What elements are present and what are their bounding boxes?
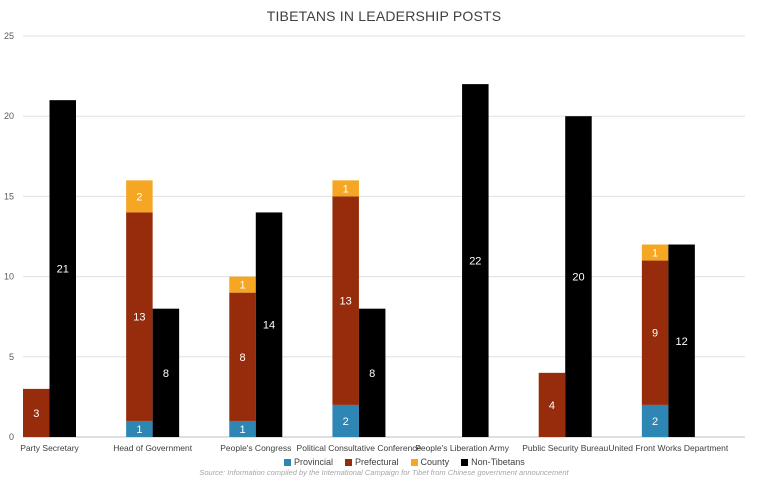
data-label: 22 — [469, 256, 481, 268]
legend-swatch-prefectural — [345, 458, 353, 466]
x-category-label: Party Secretary — [20, 443, 79, 453]
y-tick-label: 10 — [4, 272, 14, 282]
data-label: 2 — [343, 416, 349, 428]
legend-swatch-provincial — [284, 458, 291, 466]
bar-county — [641, 244, 669, 261]
legend-item-prefectural: Prefectural — [345, 457, 399, 467]
legend-item-non-tibetans: Non-Tibetans — [461, 457, 525, 467]
data-label: 9 — [652, 328, 658, 340]
bar-county — [229, 276, 256, 293]
bar-provincial — [332, 404, 359, 437]
x-category-label: People's Congress — [220, 443, 291, 453]
bar-prefectural — [229, 292, 256, 421]
data-label: 1 — [136, 424, 142, 436]
data-label: 8 — [239, 352, 245, 364]
bar-non-tibetans — [358, 308, 386, 437]
bar-non-tibetans — [49, 100, 76, 437]
legend-swatch-non-tibetans — [461, 458, 469, 466]
x-category-label: United Front Works Department — [608, 443, 728, 453]
legend-label-prefectural: Prefectural — [355, 457, 399, 467]
data-label: 3 — [33, 408, 39, 420]
bar-prefectural — [126, 212, 153, 421]
x-category-label: Political Consultative Conference — [297, 443, 422, 453]
bar-provincial — [126, 420, 153, 437]
bar-prefectural — [641, 260, 669, 405]
legend-swatch-county — [410, 458, 418, 466]
legend: Provincial Prefectural County Non-Tibeta… — [284, 457, 525, 467]
y-tick-label: 5 — [9, 352, 14, 362]
y-tick-label: 0 — [9, 432, 14, 442]
data-label: 4 — [549, 400, 555, 412]
bar-county — [332, 180, 359, 197]
x-category-label: People's Liberation Army — [415, 443, 510, 453]
data-label: 2 — [136, 191, 142, 203]
bar-prefectural — [23, 388, 50, 437]
y-tick-label: 25 — [4, 31, 14, 41]
data-label: 1 — [239, 424, 245, 436]
x-category-label: Public Security Bureau — [522, 443, 608, 453]
data-label: 13 — [340, 296, 352, 308]
y-tick-label: 20 — [4, 111, 14, 121]
bar-non-tibetans — [462, 84, 489, 438]
data-label: 12 — [675, 336, 687, 348]
legend-label-provincial: Provincial — [294, 457, 334, 467]
bars-layer — [23, 84, 695, 438]
data-label: 14 — [263, 320, 275, 332]
data-label: 1 — [343, 183, 349, 195]
data-label: 21 — [57, 264, 69, 276]
bar-provincial — [641, 404, 669, 437]
legend-item-provincial: Provincial — [284, 457, 333, 467]
bar-non-tibetans — [255, 212, 283, 437]
bar-provincial — [229, 420, 256, 437]
data-label: 2 — [652, 416, 658, 428]
legend-item-county: County — [410, 457, 450, 467]
bar-non-tibetans — [668, 244, 695, 437]
data-label: 1 — [652, 248, 658, 260]
y-tick-label: 15 — [4, 191, 14, 201]
bar-non-tibetans — [152, 308, 180, 437]
data-label: 8 — [163, 368, 169, 380]
data-label: 1 — [239, 280, 245, 292]
data-label: 8 — [369, 368, 375, 380]
legend-label-county: County — [420, 457, 450, 467]
bar-county — [126, 180, 153, 213]
legend-label-non-tibetans: Non-Tibetans — [471, 457, 525, 467]
chart-title: TIBETANS IN LEADERSHIP POSTS — [266, 8, 502, 24]
data-label: 20 — [572, 272, 584, 284]
source-note: Source: Information compiled by the Inte… — [199, 468, 569, 477]
bar-non-tibetans — [565, 116, 592, 437]
bar-prefectural — [538, 372, 566, 437]
data-label: 13 — [133, 312, 145, 324]
x-category-label: Head of Government — [113, 443, 193, 453]
bar-prefectural — [332, 196, 359, 405]
